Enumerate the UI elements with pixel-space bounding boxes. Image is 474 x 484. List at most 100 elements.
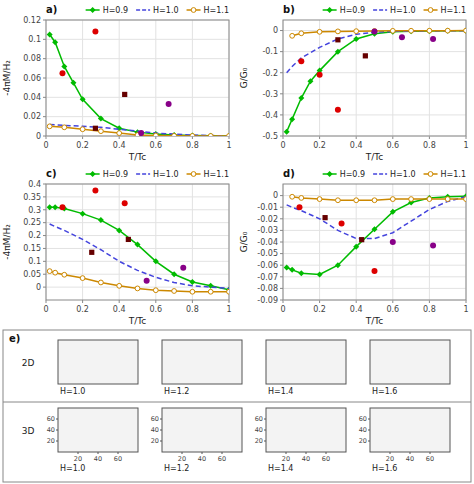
y-axis-label: G/G₀ (239, 67, 249, 88)
legend-marker (191, 172, 196, 177)
marker-diamond (426, 195, 432, 201)
marker-diamond (208, 133, 214, 136)
image-frame (266, 408, 346, 452)
legend-marker (428, 172, 433, 177)
legend: H=0.9H=1.0H=1.1 (323, 6, 466, 15)
tick-label: 0.02 (23, 112, 41, 121)
tick (390, 452, 391, 454)
legend-label: H=0.9 (103, 6, 128, 15)
marker-diamond (289, 116, 295, 122)
tick-label: -0.04 (257, 238, 278, 247)
marker-circle-open (445, 197, 450, 202)
grid-line (119, 184, 120, 300)
tick-label: -0.4 (262, 111, 278, 120)
marker-circle-open (62, 272, 67, 277)
marker-circle-open (53, 270, 58, 275)
plot-frame (46, 20, 229, 136)
marker-circle (296, 204, 302, 210)
marker-circle-open (317, 29, 322, 34)
tick (368, 419, 370, 420)
marker-circle (298, 58, 304, 64)
marker-diamond (153, 131, 159, 136)
y-axis-label: G/G₀ (239, 231, 249, 252)
marker-circle-open (336, 198, 341, 203)
marker-diamond (98, 217, 104, 223)
tick (160, 441, 162, 442)
tick-label: 0.12 (23, 16, 41, 25)
tick (264, 441, 266, 442)
tick-label: -0.5 (262, 132, 278, 141)
tick-label: 40 (94, 455, 102, 463)
series-line (287, 31, 466, 73)
marker-circle-open (172, 133, 177, 136)
grid-line (283, 93, 466, 94)
grid-line (283, 265, 466, 266)
column-label: H=1.6 (372, 464, 397, 473)
marker-circle-open (208, 134, 213, 136)
marker-circle (335, 107, 341, 113)
marker-circle (166, 101, 172, 107)
tick (410, 452, 411, 454)
legend-label: H=1.0 (390, 170, 415, 179)
marker-circle (144, 278, 150, 284)
legend-label: H=1.1 (441, 6, 466, 15)
legend-entry: H=1.1 (424, 6, 466, 15)
marker-diamond (153, 258, 159, 264)
marker-square (126, 237, 131, 242)
panel: 00.20.40.60.81-0.09-0.08-0.07-0.06-0.05-… (239, 168, 469, 326)
legend: H=0.9H=1.0H=1.1 (86, 6, 229, 15)
marker-diamond (317, 271, 323, 277)
series-line (287, 196, 466, 274)
marker-circle-open (409, 197, 414, 202)
legend-entry: H=1.0 (136, 6, 178, 15)
grid-line (283, 51, 466, 52)
tick (160, 419, 162, 420)
tick (306, 452, 307, 454)
grid-line (283, 207, 466, 208)
legend-label: H=1.1 (204, 170, 229, 179)
plot-background (46, 184, 229, 300)
plot-frame (283, 184, 466, 300)
marker-circle-open (299, 196, 304, 201)
column-label: H=1.4 (268, 387, 293, 396)
grid-line (82, 184, 83, 300)
tick-label: 1 (463, 141, 468, 150)
tick-label: 60 (359, 415, 367, 423)
tick (182, 452, 183, 454)
legend-marker (90, 171, 96, 177)
marker-diamond (47, 32, 53, 38)
legend-entry: H=0.9 (86, 170, 128, 179)
row-label: 3D (22, 426, 35, 436)
marker-circle (138, 130, 144, 136)
marker-circle-open (354, 198, 359, 203)
grid-line (392, 20, 393, 136)
marker-circle-open (317, 197, 322, 202)
grid-line (283, 288, 466, 289)
marker-square (359, 237, 364, 242)
marker-circle-open (99, 129, 104, 134)
plot-background (46, 20, 229, 136)
marker-diamond (390, 29, 396, 35)
tick (326, 452, 327, 454)
tick-label: 20 (47, 437, 55, 445)
marker-circle-open (227, 134, 229, 136)
tick-label: 0.4 (28, 180, 41, 189)
marker-circle-open (390, 197, 395, 202)
tick-label: 40 (255, 426, 263, 434)
tick-label: 0 (273, 191, 278, 200)
marker-circle-open (153, 133, 158, 136)
tick-label: -0.2 (262, 69, 278, 78)
image-frame (370, 408, 450, 452)
tick-label: 40 (359, 426, 367, 434)
tick-label: 20 (178, 455, 186, 463)
tick-label: 0.2 (313, 305, 326, 314)
marker-circle (59, 204, 65, 210)
marker-square (89, 250, 94, 255)
grid-line (46, 116, 229, 117)
legend-swatch (136, 173, 150, 175)
image-frame (162, 340, 242, 384)
column-label: H=1.0 (60, 464, 85, 473)
marker-circle-open (47, 124, 52, 129)
tick (56, 419, 58, 420)
marker-circle-open (153, 288, 158, 293)
